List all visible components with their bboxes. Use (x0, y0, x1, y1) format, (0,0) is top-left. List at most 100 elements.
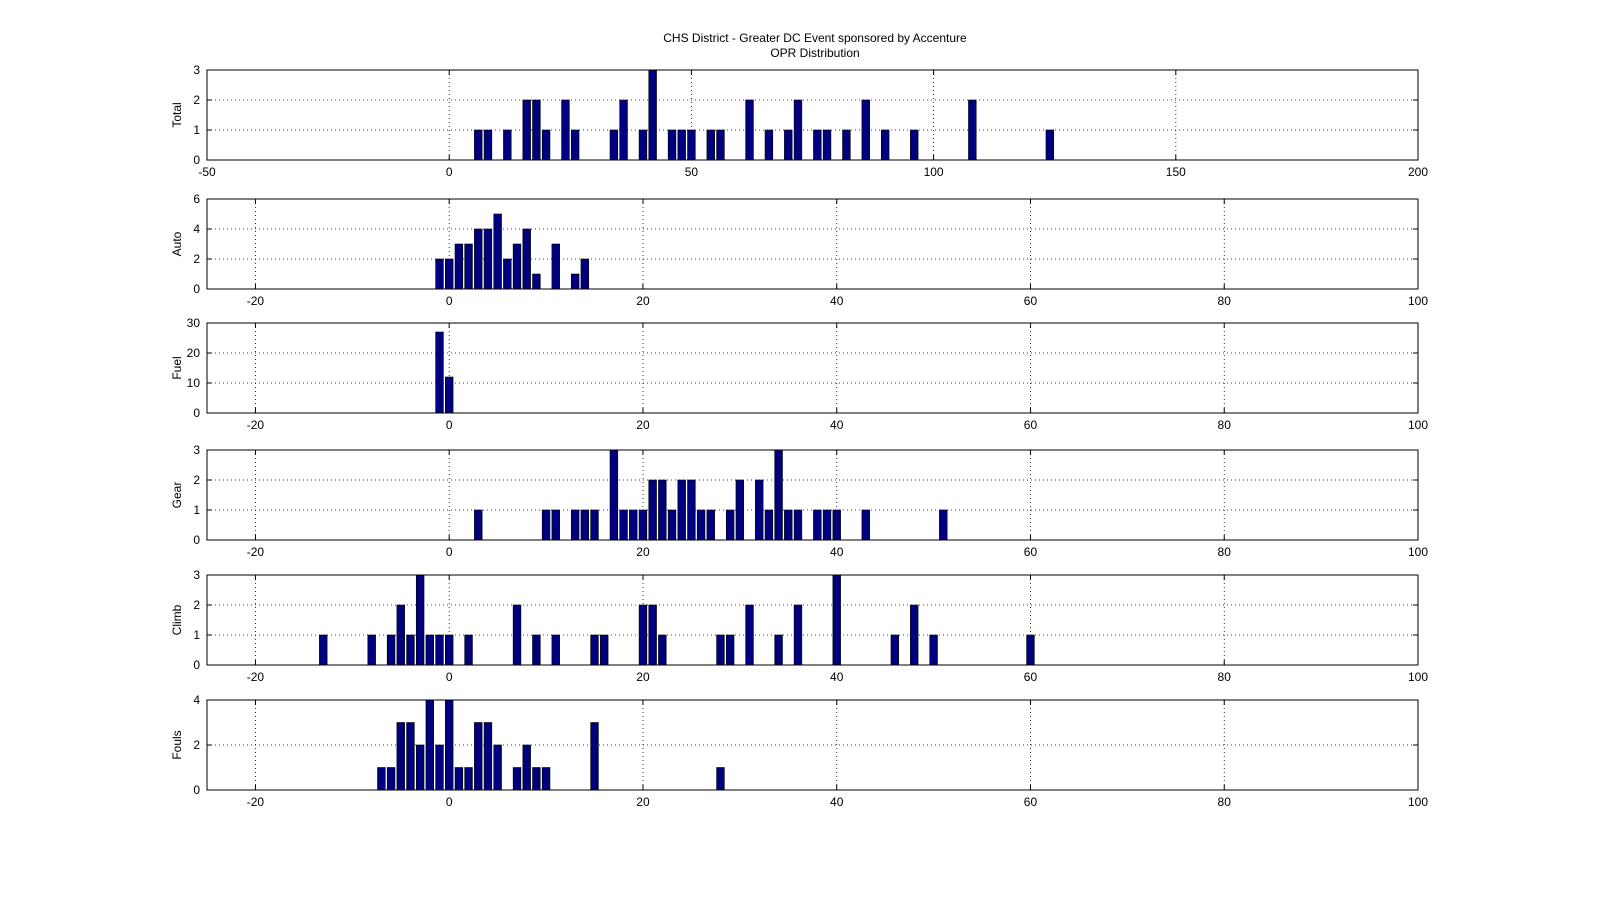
bar (483, 228, 493, 290)
figure-subtitle: OPR Distribution (770, 46, 859, 60)
x-tick-label: 100 (1408, 795, 1428, 809)
bar (367, 634, 376, 666)
bar (1026, 634, 1035, 666)
bar (474, 228, 483, 290)
bar (415, 574, 425, 666)
axes-box (206, 699, 1419, 791)
bar (793, 99, 803, 161)
bar (648, 69, 657, 161)
y-tick-label: 4 (193, 693, 200, 707)
bar (677, 479, 686, 541)
x-tick-label: 60 (1024, 670, 1038, 684)
axes-box (206, 198, 1419, 290)
bar (445, 634, 454, 666)
bar (512, 243, 522, 290)
bar (774, 449, 783, 541)
bar (813, 509, 822, 541)
bar (435, 258, 444, 290)
bar (687, 479, 696, 541)
bar (512, 604, 522, 666)
bar (842, 129, 851, 161)
axes-box (206, 69, 1419, 161)
bar (541, 509, 551, 541)
bar (415, 744, 425, 791)
bar (464, 243, 473, 290)
bar (522, 228, 531, 290)
subplot-fuel: -20 0 20 40 60 80 100 0 10 20 30 Fuel (170, 316, 1428, 432)
x-tick-label: 100 (1408, 545, 1428, 559)
bar (648, 479, 657, 541)
bar (435, 744, 444, 791)
x-tick-label: 40 (830, 545, 844, 559)
bar (503, 129, 512, 161)
subplot-climb: -20 0 20 40 60 80 100 0 1 2 3 Climb (170, 568, 1428, 684)
bar (784, 129, 793, 161)
x-tick-label: 0 (446, 670, 453, 684)
axes-box (206, 449, 1419, 541)
x-tick-label: 80 (1218, 670, 1232, 684)
bar (706, 509, 715, 541)
bar (532, 634, 541, 666)
bar (725, 509, 735, 541)
x-tick-label: 100 (924, 165, 944, 179)
bar (425, 699, 434, 791)
bar (522, 99, 531, 161)
bar (968, 99, 977, 161)
bar (551, 509, 560, 541)
y-tick-label: 0 (193, 783, 200, 797)
bar (638, 604, 648, 666)
axes-box (206, 574, 1419, 666)
x-tick-label: 0 (446, 795, 453, 809)
bar (910, 129, 919, 161)
x-tick-label: 80 (1218, 418, 1232, 432)
bar (386, 767, 396, 791)
x-tick-label: -20 (247, 670, 265, 684)
bar (474, 129, 483, 161)
bar (619, 99, 628, 161)
x-tick-label: 20 (636, 670, 650, 684)
x-tick-label: 20 (636, 418, 650, 432)
bar (522, 744, 531, 791)
bar (696, 509, 706, 541)
bar (716, 129, 725, 161)
y-tick-label: 6 (193, 192, 200, 206)
bar (570, 129, 580, 161)
bar (939, 509, 948, 541)
bar (503, 258, 512, 290)
bar (658, 634, 667, 666)
x-tick-label: 150 (1166, 165, 1186, 179)
x-tick-label: 100 (1408, 670, 1428, 684)
bar (861, 509, 870, 541)
x-tick-label: 200 (1408, 165, 1428, 179)
bar (406, 722, 415, 791)
x-tick-label: -20 (247, 294, 265, 308)
y-axis-label: Auto (170, 231, 184, 256)
bar (793, 604, 803, 666)
bar (590, 509, 599, 541)
bar (764, 129, 774, 161)
y-axis-label: Climb (170, 604, 184, 635)
y-tick-label: 20 (187, 346, 201, 360)
subplot-gear: -20 0 20 40 60 80 100 0 1 2 3 Gear (170, 443, 1428, 559)
bar (532, 99, 541, 161)
bar (396, 722, 405, 791)
bar (406, 634, 415, 666)
bar (541, 129, 551, 161)
bar (474, 722, 483, 791)
bar (532, 767, 541, 791)
x-tick-label: -20 (247, 545, 265, 559)
x-tick-label: 20 (636, 795, 650, 809)
bar (609, 129, 619, 161)
x-tick-label: 50 (685, 165, 699, 179)
x-tick-label: 80 (1218, 294, 1232, 308)
bar (638, 129, 648, 161)
y-tick-label: 2 (193, 252, 200, 266)
x-tick-label: 0 (446, 165, 453, 179)
bar (716, 634, 725, 666)
y-tick-label: 1 (193, 123, 200, 137)
bar (377, 767, 386, 791)
bar (861, 99, 870, 161)
x-tick-label: 20 (636, 294, 650, 308)
bar (880, 129, 890, 161)
